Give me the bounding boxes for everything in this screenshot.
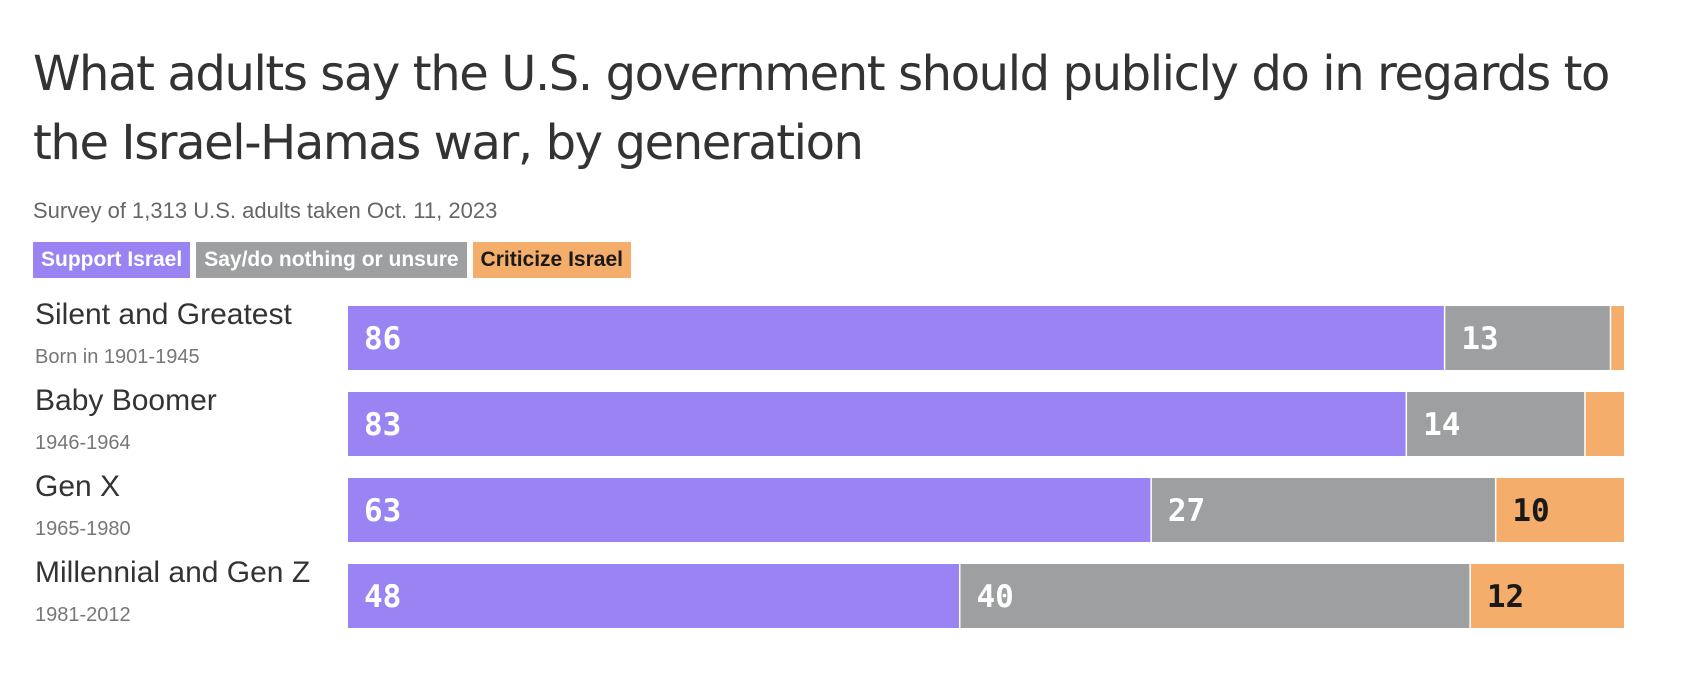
chart-title: What adults say the U.S. government shou… bbox=[33, 46, 1610, 171]
bar-value-label: 48 bbox=[364, 579, 401, 615]
legend-item-say-do-nothing: Say/do nothing or unsure bbox=[196, 242, 467, 278]
bar-segment-criticize-israel bbox=[1496, 478, 1624, 542]
bar-segment-criticize-israel bbox=[1470, 564, 1624, 628]
bar-segment-say-do-nothing bbox=[1407, 392, 1585, 456]
legend-item-criticize-israel: Criticize Israel bbox=[472, 242, 631, 278]
row-name: Silent and Greatest bbox=[35, 298, 292, 331]
bar-value-label: 63 bbox=[364, 493, 401, 529]
bar-value-label: 12 bbox=[1487, 579, 1524, 615]
bar-value-label: 13 bbox=[1461, 321, 1498, 357]
row-label-baby-boomer: Baby Boomer 1946-1964 bbox=[35, 384, 217, 455]
bar-segment-support-israel bbox=[348, 564, 959, 628]
bar-value-label: 14 bbox=[1423, 407, 1460, 443]
row-name: Gen X bbox=[35, 470, 121, 503]
bar-value-label: 86 bbox=[364, 321, 401, 357]
bar-segment-criticize-israel bbox=[1585, 392, 1624, 456]
bar-value-label: 27 bbox=[1168, 493, 1205, 529]
chart-subtitle: Survey of 1,313 U.S. adults taken Oct. 1… bbox=[33, 198, 498, 223]
row-years: Born in 1901-1945 bbox=[35, 346, 200, 368]
bar-segment-support-israel bbox=[348, 306, 1444, 370]
bar-segment-support-israel bbox=[348, 478, 1151, 542]
row-years: 1965-1980 bbox=[35, 518, 131, 540]
row-label-silent-greatest: Silent and Greatest Born in 1901-1945 bbox=[35, 298, 292, 369]
row-name: Millennial and Gen Z bbox=[35, 556, 311, 589]
bar-segment-support-israel bbox=[348, 392, 1406, 456]
row-label-gen-x: Gen X 1965-1980 bbox=[35, 470, 131, 541]
bar-segment-say-do-nothing bbox=[1445, 306, 1610, 370]
bar-segment-say-do-nothing bbox=[1151, 478, 1495, 542]
row-years: 1981-2012 bbox=[35, 604, 131, 626]
bar-segment-criticize-israel bbox=[1611, 306, 1624, 370]
bar-value-label: 40 bbox=[976, 579, 1013, 615]
row-name: Baby Boomer bbox=[35, 384, 217, 417]
bar-value-label: 83 bbox=[364, 407, 401, 443]
bar-segment-say-do-nothing bbox=[960, 564, 1470, 628]
legend-item-support-israel: Support Israel bbox=[33, 242, 191, 278]
row-label-millennial-gen-z: Millennial and Gen Z 1981-2012 bbox=[35, 556, 310, 627]
row-years: 1946-1964 bbox=[35, 432, 131, 454]
legend: Support Israel Say/do nothing or unsure … bbox=[33, 242, 631, 278]
bar-value-label: 10 bbox=[1512, 493, 1549, 529]
